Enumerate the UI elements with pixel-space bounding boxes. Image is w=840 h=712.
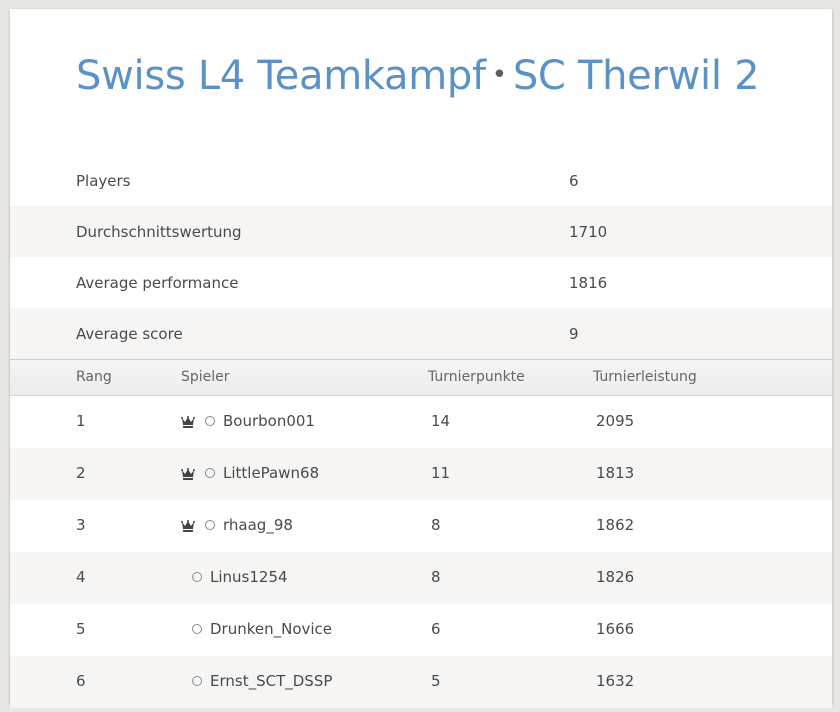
stat-value: 9 [569, 324, 579, 343]
offline-ring-icon [192, 676, 202, 686]
row-rank: 6 [76, 672, 86, 690]
stat-average-performance: Average performance 1816 [10, 257, 832, 308]
stat-players: Players 6 [10, 155, 832, 206]
title-tournament[interactable]: Swiss L4 Teamkampf [76, 53, 486, 99]
offline-ring-icon [205, 520, 215, 530]
table-row: 6 Ernst_SCT_DSSP 5 1632 [10, 656, 832, 708]
row-rank: 2 [76, 464, 86, 482]
row-rank: 1 [76, 412, 86, 430]
stat-value: 1710 [569, 222, 608, 241]
stat-label: Durchschnittswertung [76, 222, 242, 241]
stat-value: 6 [569, 171, 579, 190]
row-rank: 4 [76, 568, 86, 586]
player-link[interactable]: LittlePawn68 [223, 464, 320, 482]
row-performance: 1632 [596, 672, 635, 690]
stat-value: 1816 [569, 273, 608, 292]
player-link[interactable]: Drunken_Novice [210, 620, 333, 638]
offline-ring-icon [205, 416, 215, 426]
offline-ring-icon [192, 624, 202, 634]
row-points: 8 [431, 568, 441, 586]
stat-label: Players [76, 171, 131, 190]
header-rank: Rang [76, 369, 112, 385]
table-body: 1 Bourbon001 14 2095 2 LittlePawn68 11 1813 3 rha… [10, 396, 832, 708]
team-card: Swiss L4 Teamkampf • SC Therwil 2 Players … [10, 9, 832, 708]
row-rank: 3 [76, 516, 86, 534]
title-team: SC Therwil 2 [512, 53, 760, 99]
crown-icon [181, 518, 195, 532]
table-row: 3 rhaag_98 8 1862 [10, 500, 832, 552]
row-performance: 1813 [596, 464, 635, 482]
players-table: Rang Spieler Turnierpunkte Turnierleistu… [10, 359, 832, 708]
header-points: Turnierpunkte [428, 369, 525, 385]
stat-label: Average performance [76, 273, 239, 292]
row-player: LittlePawn68 [181, 464, 319, 482]
player-link[interactable]: Bourbon001 [223, 412, 315, 430]
row-player: Bourbon001 [181, 412, 315, 430]
title-separator: • [491, 60, 507, 90]
team-stats: Players 6 Durchschnittswertung 1710 Aver… [10, 155, 832, 359]
row-points: 5 [431, 672, 441, 690]
row-points: 14 [431, 412, 451, 430]
stat-average-score: Average score 9 [10, 308, 832, 359]
header-performance: Turnierleistung [593, 369, 697, 385]
crown-icon [181, 414, 195, 428]
player-link[interactable]: Ernst_SCT_DSSP [210, 672, 333, 690]
page-title: Swiss L4 Teamkampf • SC Therwil 2 [76, 53, 760, 99]
table-row: 5 Drunken_Novice 6 1666 [10, 604, 832, 656]
table-row: 2 LittlePawn68 11 1813 [10, 448, 832, 500]
stat-average-rating: Durchschnittswertung 1710 [10, 206, 832, 257]
row-player: rhaag_98 [181, 516, 293, 534]
table-row: 1 Bourbon001 14 2095 [10, 396, 832, 448]
row-points: 11 [431, 464, 451, 482]
row-points: 6 [431, 620, 441, 638]
row-performance: 1826 [596, 568, 635, 586]
table-row: 4 Linus1254 8 1826 [10, 552, 832, 604]
header-player: Spieler [181, 369, 230, 385]
table-header: Rang Spieler Turnierpunkte Turnierleistu… [10, 359, 832, 396]
player-link[interactable]: rhaag_98 [223, 516, 293, 534]
row-player: Ernst_SCT_DSSP [192, 672, 332, 690]
row-performance: 1862 [596, 516, 635, 534]
offline-ring-icon [205, 468, 215, 478]
row-performance: 1666 [596, 620, 635, 638]
stat-label: Average score [76, 324, 183, 343]
player-link[interactable]: Linus1254 [210, 568, 288, 586]
row-rank: 5 [76, 620, 86, 638]
row-player: Drunken_Novice [192, 620, 332, 638]
row-points: 8 [431, 516, 441, 534]
crown-icon [181, 466, 195, 480]
row-player: Linus1254 [192, 568, 288, 586]
row-performance: 2095 [596, 412, 635, 430]
offline-ring-icon [192, 572, 202, 582]
